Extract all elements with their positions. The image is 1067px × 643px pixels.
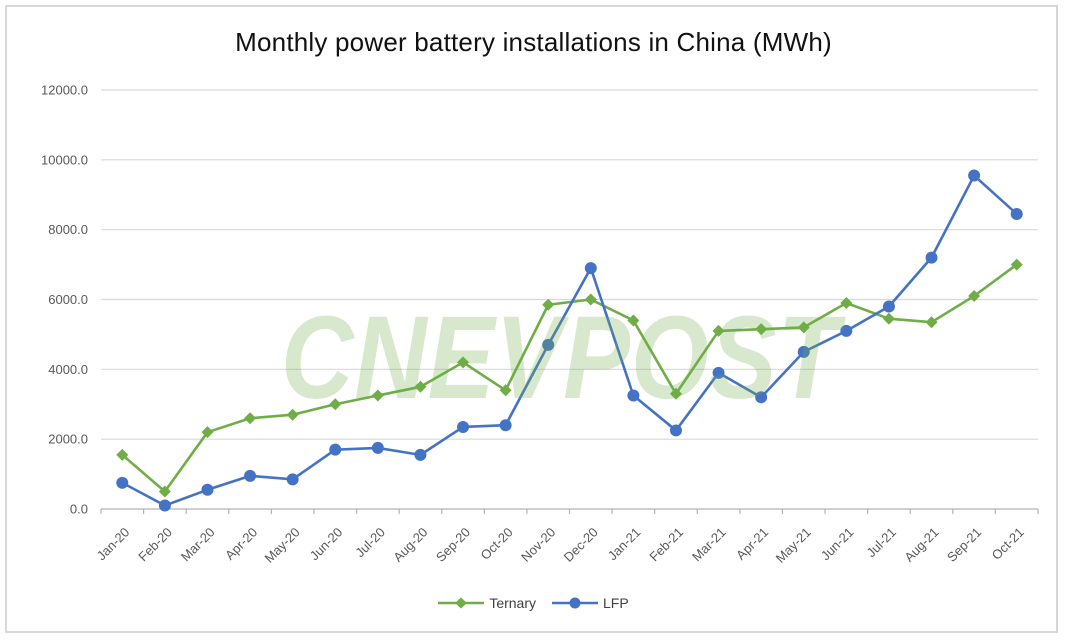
legend-label-lfp: LFP [603, 595, 629, 611]
lfp-data-point [797, 345, 810, 358]
svg-text:Dec-20: Dec-20 [561, 525, 601, 565]
svg-text:Apr-21: Apr-21 [733, 525, 771, 563]
svg-text:4000.0: 4000.0 [48, 362, 88, 377]
svg-text:Mar-20: Mar-20 [178, 525, 218, 565]
lfp-data-point [329, 443, 342, 456]
svg-text:Oct-20: Oct-20 [478, 525, 516, 563]
svg-text:Sep-21: Sep-21 [944, 525, 984, 565]
lfp-data-point [371, 441, 384, 454]
svg-text:0.0: 0.0 [70, 502, 88, 517]
svg-text:Jun-21: Jun-21 [818, 525, 857, 564]
ternary-data-point [457, 356, 470, 369]
svg-text:Jan-20: Jan-20 [94, 525, 133, 564]
chart-frame [5, 5, 1058, 633]
svg-text:10000.0: 10000.0 [41, 152, 88, 167]
ternary-data-point [1010, 258, 1023, 271]
lfp-data-point [712, 366, 725, 379]
ternary-data-point [925, 316, 938, 329]
svg-text:8000.0: 8000.0 [48, 222, 88, 237]
x-axis [100, 508, 1039, 514]
legend-item-lfp[interactable]: LFP [552, 595, 629, 611]
ternary-data-point [584, 293, 597, 306]
x-axis-labels: Jan-20 Feb-20 Mar-20 Apr-20 May-20 Jun-20 Jul-… [94, 525, 1027, 566]
svg-text:6000.0: 6000.0 [48, 292, 88, 307]
ternary-data-point [371, 389, 384, 402]
series-ternary [116, 258, 1023, 498]
series-lfp [116, 169, 1023, 512]
svg-text:Mar-21: Mar-21 [689, 525, 729, 565]
ternary-data-point [882, 312, 895, 325]
ternary-data-point [499, 384, 512, 397]
lfp-data-point [116, 476, 129, 489]
ternary-data-point [286, 408, 299, 421]
ternary-data-point [627, 314, 640, 327]
ternary-data-point [329, 398, 342, 411]
legend-label-ternary: Ternary [489, 595, 536, 611]
svg-text:Feb-21: Feb-21 [646, 525, 686, 565]
lfp-data-point [627, 389, 640, 402]
chart-title: Monthly power battery installations in C… [235, 27, 832, 57]
ternary-data-point [158, 485, 171, 498]
ternary-data-point [201, 426, 214, 439]
lfp-data-point [542, 338, 555, 351]
lfp-data-point [201, 483, 214, 496]
lfp-data-point [244, 469, 257, 482]
ternary-data-point [414, 380, 427, 393]
ternary-data-point [840, 296, 853, 309]
chart-legend: Ternary LFP [0, 595, 1067, 611]
svg-text:Aug-21: Aug-21 [901, 525, 941, 565]
svg-text:Nov-20: Nov-20 [518, 525, 558, 565]
lfp-data-point [286, 473, 299, 486]
svg-text:Apr-20: Apr-20 [222, 525, 260, 563]
gridlines [101, 89, 1038, 440]
lfp-data-point [1010, 207, 1023, 220]
svg-text:May-21: May-21 [773, 525, 814, 566]
ternary-line-marker-icon [438, 597, 485, 609]
lfp-data-point [840, 324, 853, 337]
svg-text:May-20: May-20 [262, 525, 303, 566]
lfp-data-point [584, 262, 597, 275]
ternary-data-point [542, 298, 555, 311]
svg-text:Jul-21: Jul-21 [863, 525, 899, 561]
lfp-data-point [669, 424, 682, 437]
lfp-data-point [882, 300, 895, 313]
y-axis-labels: 0.0 2000.0 4000.0 6000.0 8000.0 10000.0 12000.… [41, 83, 88, 517]
ternary-data-point [968, 290, 981, 303]
svg-text:Jan-21: Jan-21 [605, 525, 644, 564]
ternary-data-point [116, 448, 129, 461]
lfp-data-point [755, 391, 768, 404]
svg-text:12000.0: 12000.0 [41, 83, 88, 98]
svg-text:Feb-20: Feb-20 [135, 525, 175, 565]
svg-text:Jun-20: Jun-20 [307, 525, 346, 564]
lfp-data-point [414, 448, 427, 461]
ternary-data-point [755, 323, 768, 336]
svg-text:Oct-21: Oct-21 [989, 525, 1027, 563]
svg-text:Jul-20: Jul-20 [352, 525, 388, 561]
lfp-data-point [457, 420, 470, 433]
svg-text:Aug-20: Aug-20 [390, 525, 430, 565]
lfp-data-point [499, 419, 512, 432]
svg-text:Sep-20: Sep-20 [433, 525, 473, 565]
lfp-data-point [158, 499, 171, 512]
ternary-data-point [712, 324, 725, 337]
lfp-data-point [968, 169, 981, 182]
ternary-data-point [797, 321, 810, 334]
ternary-data-point [669, 387, 682, 400]
lfp-data-point [925, 251, 938, 264]
ternary-data-point [244, 412, 257, 425]
svg-text:2000.0: 2000.0 [48, 432, 88, 447]
legend-item-ternary[interactable]: Ternary [438, 595, 536, 611]
lfp-line-marker-icon [552, 597, 598, 609]
